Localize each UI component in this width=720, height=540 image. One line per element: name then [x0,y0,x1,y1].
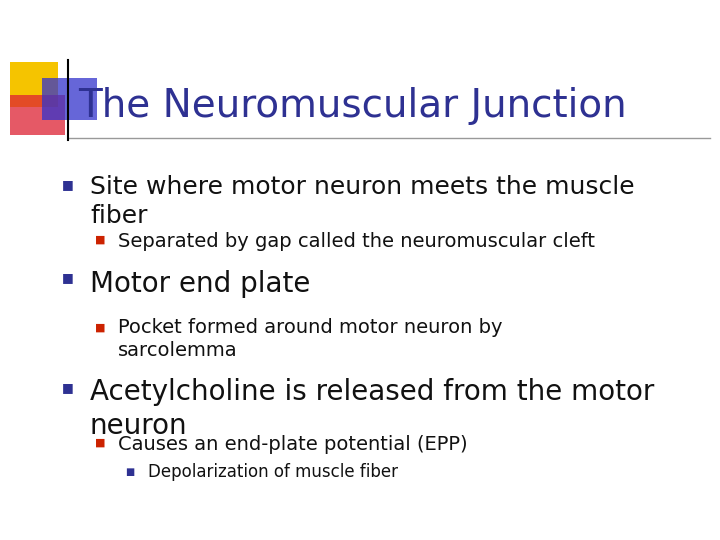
Text: ■: ■ [125,467,135,477]
Text: ■: ■ [62,272,74,285]
Text: Causes an end-plate potential (EPP): Causes an end-plate potential (EPP) [118,435,467,454]
Text: ■: ■ [62,179,74,192]
Bar [42,78,97,120]
Text: Separated by gap called the neuromuscular cleft: Separated by gap called the neuromuscula… [118,232,595,251]
Text: Site where motor neuron meets the muscle
fiber: Site where motor neuron meets the muscle… [90,175,634,228]
Text: ■: ■ [95,438,105,448]
Text: ■: ■ [95,235,105,245]
Text: Pocket formed around motor neuron by
sarcolemma: Pocket formed around motor neuron by sar… [118,318,503,360]
Text: ■: ■ [62,381,74,395]
Text: The Neuromuscular Junction: The Neuromuscular Junction [78,87,626,125]
Text: Motor end plate: Motor end plate [90,270,310,298]
Bar [10,62,58,107]
Text: Acetylcholine is released from the motor
neuron: Acetylcholine is released from the motor… [90,378,654,440]
Text: ■: ■ [95,323,105,333]
Text: Depolarization of muscle fiber: Depolarization of muscle fiber [148,463,398,481]
Bar [10,95,65,135]
